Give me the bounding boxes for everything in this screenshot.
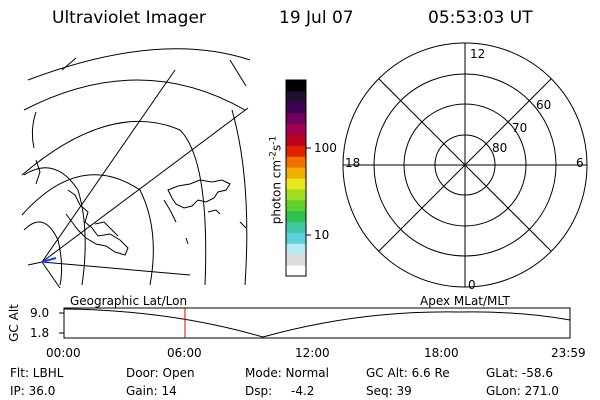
mlt-label-0: 0 (468, 278, 476, 292)
footer-gc-alt: GC Alt: 6.6 Re (366, 366, 450, 380)
time-tick-4: 23:59 (551, 346, 586, 360)
color-bar-segment (286, 156, 306, 168)
color-bar-segment (286, 188, 306, 201)
color-bar-segment (286, 265, 306, 277)
polar-mlt-plot (342, 42, 588, 288)
map-lat-arc (27, 48, 251, 81)
footer-glon: GLon: 271.0 (486, 384, 559, 398)
color-bar-segment (286, 254, 306, 266)
orbit-altitude-curve (63, 308, 571, 338)
coastline-fragment (185, 237, 189, 245)
footer-dsp-label: Dsp: (245, 384, 273, 398)
map-lat-arc (23, 79, 246, 111)
colorbar-units-exp: -1 (268, 135, 279, 145)
color-bar-segment (286, 243, 306, 255)
map-meridian (41, 261, 191, 276)
time-label: 05:53:03 UT (428, 8, 533, 28)
mlt-label-6: 6 (576, 156, 584, 170)
time-tick-3: 18:00 (424, 346, 459, 360)
map-meridian (41, 261, 61, 289)
instrument-title: Ultraviolet Imager (52, 8, 206, 28)
orbit-frame (63, 307, 571, 339)
lat-label-70: 70 (512, 121, 528, 135)
coastline-fragment (35, 159, 41, 185)
orbit-ymax: 9.0 (30, 306, 50, 320)
color-bar-segment (286, 210, 306, 223)
color-bar-segment (286, 178, 306, 190)
map-arc-fragment (229, 59, 247, 87)
orbit-ymin: 1.8 (30, 326, 50, 340)
footer-mode: Mode: Normal (245, 366, 329, 380)
coastline-fragment (207, 209, 221, 215)
colorbar-units-s: s (269, 144, 284, 151)
date-label: 19 Jul 07 (279, 8, 354, 28)
color-bar-segment (286, 221, 306, 233)
color-bar-segment (286, 145, 306, 157)
polar-meridian-diagonal (378, 78, 552, 252)
color-bar-segment (286, 134, 306, 146)
map-lat-arc (21, 120, 207, 286)
coastline-fragment (239, 221, 247, 229)
color-bar-segment (286, 167, 306, 179)
map-arc-fragment (31, 111, 37, 149)
geographic-map (21, 48, 251, 289)
colorbar-tick-100: 100 (314, 141, 337, 155)
color-bar-segment (286, 199, 306, 212)
time-tick-1: 06:00 (167, 346, 202, 360)
coastline-fragment (163, 199, 177, 223)
colorbar-units-label: photon cm-2s-1 (268, 135, 284, 225)
coastline-antarctic-peninsula (167, 179, 231, 209)
orbit-left-label: Geographic Lat/Lon (70, 294, 188, 308)
coastline-south-america (65, 189, 129, 256)
map-lat-arc (21, 174, 154, 286)
footer-ip: IP: 36.0 (10, 384, 56, 398)
colorbar-units-text: photon cm (269, 159, 284, 225)
orbit-right-label: Apex MLat/MLT (420, 294, 510, 308)
map-meridian (27, 261, 43, 266)
mlt-label-18: 18 (345, 156, 361, 170)
subsolar-marker (41, 257, 57, 263)
colorbar-units-exp: -2 (268, 150, 279, 160)
orbit-axis-label: GC Alt (7, 304, 21, 342)
footer-flt: Flt: LBHL (10, 366, 64, 380)
footer-glat: GLat: -58.6 (486, 366, 553, 380)
footer-gain: Gain: 14 (126, 384, 177, 398)
color-bar-segment (286, 101, 306, 114)
footer-dsp-value: -4.2 (291, 384, 315, 398)
footer-seq: Seq: 39 (366, 384, 412, 398)
color-bar-segment (286, 123, 306, 135)
lat-label-60: 60 (536, 98, 552, 112)
time-tick-2: 12:00 (295, 346, 330, 360)
map-meridian (41, 69, 176, 263)
time-tick-0: 00:00 (46, 346, 81, 360)
color-bar-frame (285, 79, 307, 277)
mlt-label-12: 12 (470, 47, 486, 61)
color-bar-segment (286, 90, 306, 103)
lat-label-80: 80 (492, 141, 508, 155)
map-lat-arc (231, 109, 248, 286)
color-bar-segment (286, 232, 306, 244)
map-lat-arc (23, 167, 86, 286)
color-bar-segment (286, 112, 306, 125)
map-lat-arc (23, 221, 63, 286)
orbit-plot (59, 307, 571, 339)
map-arc-fragment (61, 57, 77, 71)
color-bar-segment (286, 80, 306, 92)
footer-door: Door: Open (126, 366, 195, 380)
colorbar-tick-10: 10 (314, 228, 330, 242)
color-bar (286, 80, 306, 277)
coastline-fragment (94, 221, 119, 237)
map-meridian (41, 107, 249, 263)
